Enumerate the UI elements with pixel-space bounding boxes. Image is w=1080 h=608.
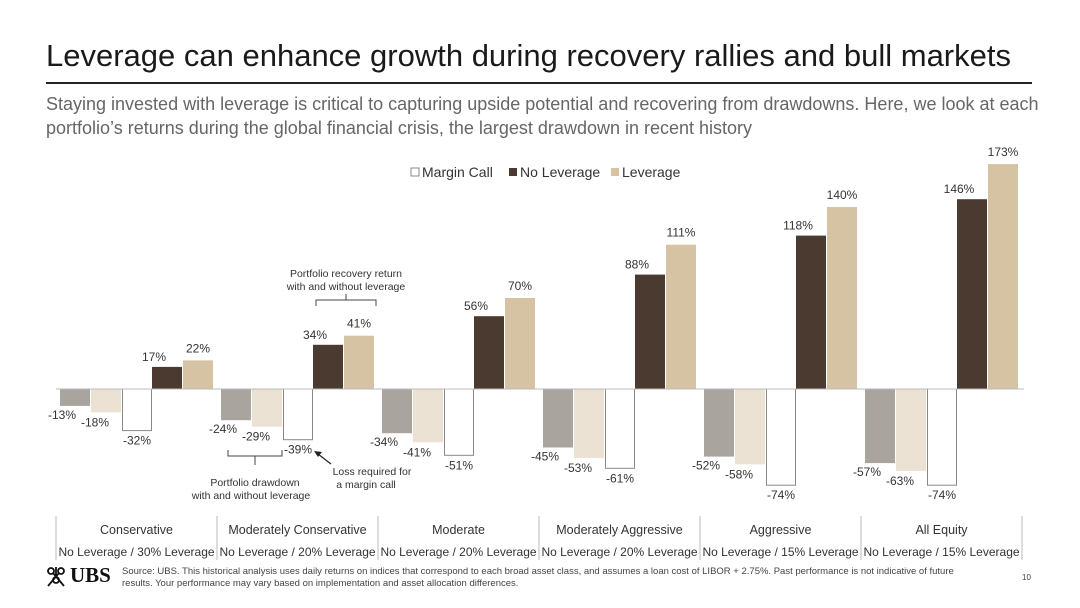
category-label: Moderately Conservative — [228, 523, 366, 537]
title-divider — [46, 82, 1032, 84]
legend-label-2: No Leverage — [520, 164, 600, 180]
data-label-margin-call: -74% — [767, 488, 795, 502]
annotation-margin-arrow-line — [317, 453, 332, 465]
page-subtitle: Staying invested with leverage is critic… — [46, 94, 1039, 138]
data-label-margin-call: -61% — [606, 471, 634, 485]
category-label: All Equity — [915, 523, 968, 537]
data-label-recovery-no-leverage: 34% — [303, 328, 327, 342]
bar-drawdown-leverage — [91, 389, 121, 413]
annotation-margin-line1: Loss required for — [333, 466, 412, 478]
bar-drawdown-leverage — [413, 389, 443, 443]
bar-recovery-leverage — [183, 360, 213, 389]
data-label-recovery-no-leverage: 56% — [464, 299, 488, 313]
annotation-margin-arrowhead — [314, 451, 322, 457]
data-label-recovery-leverage: 22% — [186, 341, 210, 355]
data-label-margin-call: -32% — [123, 434, 151, 448]
bar-drawdown-leverage — [252, 389, 282, 427]
data-label-drawdown-leverage: -58% — [725, 467, 753, 481]
data-label-drawdown-no-leverage: -45% — [531, 450, 559, 464]
legend-swatch-2 — [509, 168, 517, 176]
annotation-recovery-line2: with and without leverage — [286, 281, 406, 293]
category-label: Moderately Aggressive — [556, 523, 683, 537]
category-leverage-label: No Leverage / 15% Leverage — [863, 545, 1019, 559]
data-label-drawdown-no-leverage: -52% — [692, 459, 720, 473]
data-label-recovery-leverage: 140% — [827, 188, 858, 202]
ubs-logo-text: UBS — [70, 563, 111, 587]
bar-drawdown-leverage — [574, 389, 604, 458]
bar-drawdown-leverage — [735, 389, 765, 465]
data-label-margin-call: -51% — [445, 458, 473, 472]
annotation-recovery-line1: Portfolio recovery return — [290, 268, 402, 280]
bar-recovery-leverage — [505, 298, 535, 389]
annotation-margin-line2: a margin call — [336, 479, 396, 491]
data-label-margin-call: -39% — [284, 443, 312, 457]
data-label-drawdown-leverage: -63% — [886, 474, 914, 488]
data-label-drawdown-leverage: -29% — [242, 430, 270, 444]
data-label-recovery-leverage: 70% — [508, 279, 532, 293]
annotation-drawdown-bracket — [227, 450, 283, 465]
bar-drawdown-no-leverage — [704, 389, 734, 457]
bar-drawdown-no-leverage — [60, 389, 90, 406]
data-label-recovery-no-leverage: 17% — [142, 350, 166, 364]
bar-drawdown-leverage — [896, 389, 926, 471]
data-label-drawdown-leverage: -41% — [403, 445, 431, 459]
bar-margin-call — [122, 388, 152, 432]
data-label-recovery-leverage: 173% — [988, 145, 1019, 159]
category-label: Aggressive — [750, 523, 812, 537]
legend-label-3: Leverage — [622, 164, 681, 180]
data-label-recovery-no-leverage: 88% — [625, 258, 649, 272]
bar-drawdown-no-leverage — [865, 389, 895, 464]
data-label-recovery-no-leverage: 118% — [783, 219, 813, 233]
legend-label-1: Margin Call — [422, 164, 493, 180]
bar-recovery-no-leverage — [474, 316, 504, 389]
page-title: Leverage can enhance growth during recov… — [46, 38, 1011, 73]
data-label-drawdown-no-leverage: -34% — [370, 435, 398, 449]
data-label-drawdown-leverage: -18% — [81, 415, 109, 429]
data-label-drawdown-no-leverage: -57% — [853, 465, 881, 479]
annotation-drawdown-line1: Portfolio drawdown — [210, 477, 299, 489]
data-label-recovery-no-leverage: 146% — [944, 182, 975, 196]
bar-recovery-no-leverage — [796, 235, 826, 389]
bar-recovery-no-leverage — [635, 274, 665, 389]
bar-margin-call — [927, 388, 957, 486]
bar-recovery-leverage — [827, 207, 857, 389]
page-number: 10 — [1022, 573, 1031, 582]
bar-recovery-leverage — [666, 244, 696, 389]
bar-margin-call — [283, 388, 313, 441]
data-label-drawdown-no-leverage: -13% — [48, 408, 76, 422]
data-label-drawdown-no-leverage: -24% — [209, 422, 237, 436]
ubs-keys-logo-icon — [47, 567, 65, 587]
bar-margin-call — [444, 388, 474, 456]
bar-drawdown-no-leverage — [382, 389, 412, 434]
bar-recovery-no-leverage — [957, 199, 987, 389]
bar-recovery-leverage — [344, 335, 374, 389]
data-label-recovery-leverage: 111% — [667, 226, 696, 240]
category-leverage-label: No Leverage / 20% Leverage — [380, 545, 536, 559]
annotation-drawdown-line2: with and without leverage — [191, 490, 311, 502]
bar-drawdown-no-leverage — [221, 389, 251, 421]
category-leverage-label: No Leverage / 15% Leverage — [702, 545, 858, 559]
bar-recovery-no-leverage — [152, 366, 182, 389]
legend-swatch-1 — [410, 167, 420, 177]
source-note: Source: UBS. This historical analysis us… — [122, 566, 954, 589]
legend-swatch-3 — [611, 168, 619, 176]
data-label-recovery-leverage: 41% — [347, 317, 371, 331]
annotation-recovery-bracket — [315, 294, 377, 306]
bar-margin-call — [605, 388, 635, 469]
category-leverage-label: No Leverage / 20% Leverage — [219, 545, 375, 559]
category-leverage-label: No Leverage / 20% Leverage — [541, 545, 697, 559]
data-label-margin-call: -74% — [928, 488, 956, 502]
bar-drawdown-no-leverage — [543, 389, 573, 448]
data-label-drawdown-leverage: -53% — [564, 461, 592, 475]
category-label: Conservative — [100, 523, 173, 537]
bar-margin-call — [766, 388, 796, 486]
category-leverage-label: No Leverage / 30% Leverage — [58, 545, 214, 559]
category-label: Moderate — [432, 523, 485, 537]
bar-recovery-no-leverage — [313, 344, 343, 389]
bar-recovery-leverage — [988, 164, 1018, 389]
